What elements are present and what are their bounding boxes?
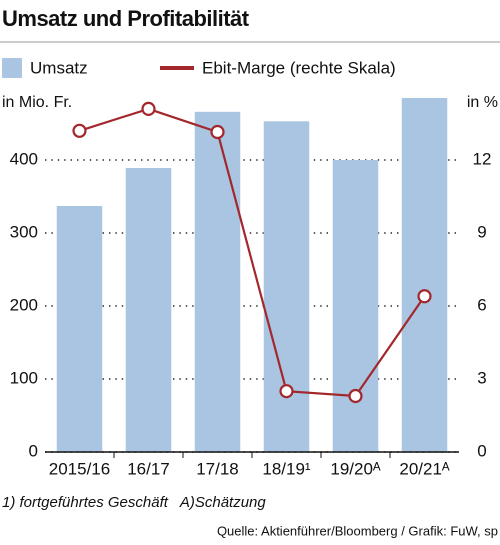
legend-swatch	[2, 58, 22, 78]
bar	[194, 111, 241, 452]
y2-tick-label: 6	[477, 295, 486, 314]
line-marker	[141, 101, 156, 117]
footnote: 1) fortgeführtes Geschäft A)Schätzung	[2, 494, 266, 511]
bar	[263, 121, 310, 452]
y2-axis-label: in %	[467, 94, 498, 111]
y-axis-label: in Mio. Fr.	[2, 94, 72, 111]
y2-tick-label: 3	[477, 368, 486, 387]
bar	[125, 168, 172, 452]
line	[79, 107, 426, 398]
x-tick-label: 2015/16	[49, 459, 110, 478]
y-tick-label: 200	[10, 295, 38, 314]
chart-title: Umsatz und Profitabilität	[2, 6, 250, 31]
x-tick-label: 18/19¹	[262, 459, 311, 478]
y-tick-label: 400	[10, 149, 38, 168]
y-tick-label: 100	[10, 368, 38, 387]
line-marker	[279, 384, 294, 399]
bar	[332, 160, 379, 452]
x-tick-label: 20/21ᴬ	[399, 459, 450, 478]
source: Quelle: Aktienführer/Bloomberg / Grafik:…	[217, 523, 498, 538]
x-tick-label: 16/17	[127, 459, 170, 478]
line-marker	[417, 289, 432, 304]
y-tick-label: 0	[29, 441, 38, 460]
legend-label: Ebit-Marge (rechte Skala)	[202, 58, 396, 77]
line-marker	[348, 388, 363, 404]
legend-label: Umsatz	[30, 58, 88, 77]
x-tick-label: 17/18	[196, 459, 239, 478]
line-marker	[72, 123, 87, 138]
y2-tick-label: 0	[477, 441, 486, 460]
bar	[56, 205, 103, 452]
bar	[401, 97, 448, 452]
line-marker	[210, 124, 225, 140]
y2-tick-label: 12	[473, 149, 492, 168]
y-tick-label: 300	[10, 222, 38, 241]
y2-tick-label: 9	[477, 222, 486, 241]
x-tick-label: 19/20ᴬ	[330, 459, 381, 478]
